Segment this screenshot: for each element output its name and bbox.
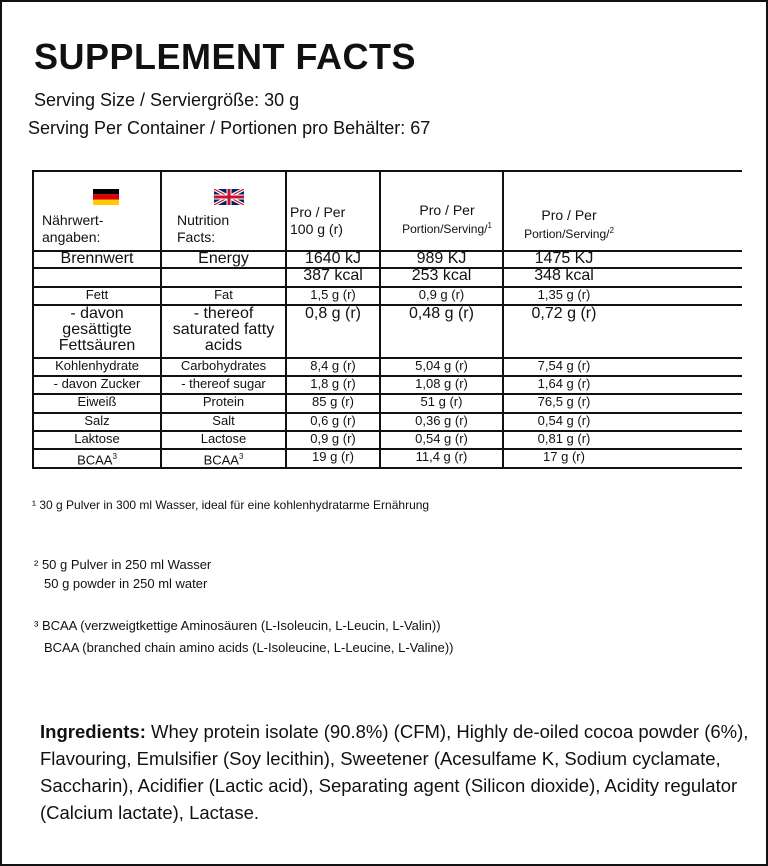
cell-en: Salt — [212, 413, 235, 428]
footnote-3-en: BCAA (branched chain amino acids (L-Isol… — [44, 640, 454, 655]
page-title: SUPPLEMENT FACTS — [34, 36, 417, 77]
cell-de: Fett — [85, 287, 109, 302]
cell-de: Kohlenhydrate — [55, 358, 139, 373]
cell-v1: 387 kcal — [303, 267, 363, 284]
cell-de: - davon gesättigte Fettsäuren — [58, 305, 136, 354]
servings-label: Serving Per Container / Portionen pro Be… — [28, 118, 406, 138]
cell-en: Carbohydrates — [180, 358, 267, 373]
uk-flag-icon — [214, 189, 244, 205]
footnote-ref-3: 3 — [238, 452, 244, 461]
column-divider — [32, 170, 34, 468]
serving-size: Serving Size / Serviergröße: 30 g — [34, 90, 299, 111]
cell-en: - thereof saturated fatty acids — [172, 305, 275, 354]
table-rule — [32, 430, 742, 432]
cell-de: Laktose — [74, 431, 120, 446]
cell-v3: 0,72 g (r) — [531, 305, 597, 322]
table-rule — [32, 393, 742, 395]
cell-de: Eiweiß — [77, 394, 117, 409]
ingredients-text: Whey protein isolate (90.8%) (CFM), High… — [40, 721, 749, 823]
cell-v2: 0,54 g (r) — [415, 431, 468, 446]
cell-de: BCAA3 — [77, 452, 117, 468]
header-serving-2-top: Pro / Per — [541, 207, 597, 223]
cell-v1: 0,8 g (r) — [304, 305, 361, 322]
cell-en: - thereof sugar — [181, 376, 266, 391]
cell-de: Brennwert — [60, 250, 134, 267]
footnote-3-de: ³ BCAA (verzweigtkettige Aminosäuren (L-… — [34, 618, 441, 633]
cell-v3: 0,81 g (r) — [537, 431, 591, 446]
column-divider — [379, 170, 381, 468]
cell-en: Protein — [202, 394, 245, 409]
cell-v3: 1,64 g (r) — [537, 376, 591, 391]
header-en: Nutrition Facts: — [177, 212, 230, 245]
table-rule — [32, 286, 742, 288]
cell-v2: 989 KJ — [416, 250, 467, 267]
cell-en: Energy — [198, 250, 249, 267]
cell-v3: 348 kcal — [534, 267, 594, 284]
header-de: Nährwert-angaben: — [42, 212, 104, 245]
footnote-ref-1: 1 — [487, 221, 492, 230]
cell-v1: 1,8 g (r) — [310, 376, 356, 391]
cell-v1: 19 g (r) — [312, 449, 354, 464]
cell-en: Fat — [214, 287, 233, 302]
header-serving-1: Pro / Per Portion/Serving/1 — [392, 202, 502, 237]
header-per-100g: Pro / Per 100 g (r) — [290, 204, 346, 237]
cell-v3: 7,54 g (r) — [537, 358, 591, 373]
table-rule — [32, 357, 742, 359]
cell-v1: 1,5 g (r) — [310, 287, 356, 302]
cell-v2: 0,36 g (r) — [415, 413, 468, 428]
cell-v2: 1,08 g (r) — [415, 376, 468, 391]
serving-size-value: 30 g — [264, 90, 300, 110]
cell-v3: 17 g (r) — [543, 449, 585, 464]
header-serving-1-top: Pro / Per — [419, 202, 475, 218]
cell-v1: 8,4 g (r) — [310, 358, 356, 373]
table-rule — [32, 467, 742, 469]
cell-v2: 0,9 g (r) — [418, 287, 465, 302]
cell-v2: 5,04 g (r) — [415, 358, 468, 373]
ingredients: Ingredients: Whey protein isolate (90.8%… — [40, 718, 750, 826]
cell-en: BCAA3 — [203, 452, 244, 468]
ingredients-label: Ingredients: — [40, 721, 146, 742]
column-divider — [285, 170, 287, 468]
footnote-2-de: ² 50 g Pulver in 250 ml Wasser — [34, 557, 212, 572]
table-rule — [32, 170, 742, 172]
header-serving-2: Pro / Per Portion/Serving/2 — [514, 207, 624, 242]
footnote-2-en: 50 g powder in 250 ml water — [44, 576, 208, 591]
cell-v2: 11,4 g (r) — [415, 449, 468, 464]
table-rule — [32, 267, 742, 269]
column-divider — [160, 170, 162, 468]
table-rule — [32, 375, 742, 377]
germany-flag-icon — [93, 189, 119, 205]
footnote-ref-3: 3 — [112, 452, 117, 461]
cell-v2: 51 g (r) — [420, 394, 463, 409]
cell-v1: 0,9 g (r) — [310, 431, 356, 446]
servings-per-container: Serving Per Container / Portionen pro Be… — [28, 118, 430, 139]
servings-value: 67 — [410, 118, 431, 138]
table-rule — [32, 448, 742, 450]
header-serving-2-bottom: Portion/Serving/ — [524, 227, 610, 241]
footnote-ref-2: 2 — [609, 226, 614, 235]
cell-v3: 76,5 g (r) — [537, 394, 591, 409]
column-divider — [502, 170, 504, 468]
table-rule — [32, 250, 742, 252]
cell-de: - davon Zucker — [53, 376, 141, 391]
footnote-1: ¹ 30 g Pulver in 300 ml Wasser, ideal fü… — [32, 498, 430, 512]
cell-v2: 0,48 g (r) — [409, 305, 474, 322]
cell-de: Salz — [84, 413, 110, 428]
cell-v1: 85 g (r) — [312, 394, 354, 409]
cell-v2: 253 kcal — [411, 267, 472, 284]
cell-v3: 0,54 g (r) — [537, 413, 591, 428]
table-rule — [32, 412, 742, 414]
table-rule — [32, 304, 742, 306]
serving-size-label: Serving Size / Serviergröße: — [34, 90, 260, 110]
cell-v1: 1640 kJ — [304, 250, 362, 267]
cell-v1: 0,6 g (r) — [310, 413, 356, 428]
header-serving-1-bottom: Portion/Serving/ — [402, 222, 488, 236]
cell-v3: 1,35 g (r) — [537, 287, 591, 302]
cell-en: Lactose — [200, 431, 247, 446]
cell-v3: 1475 KJ — [534, 250, 594, 267]
